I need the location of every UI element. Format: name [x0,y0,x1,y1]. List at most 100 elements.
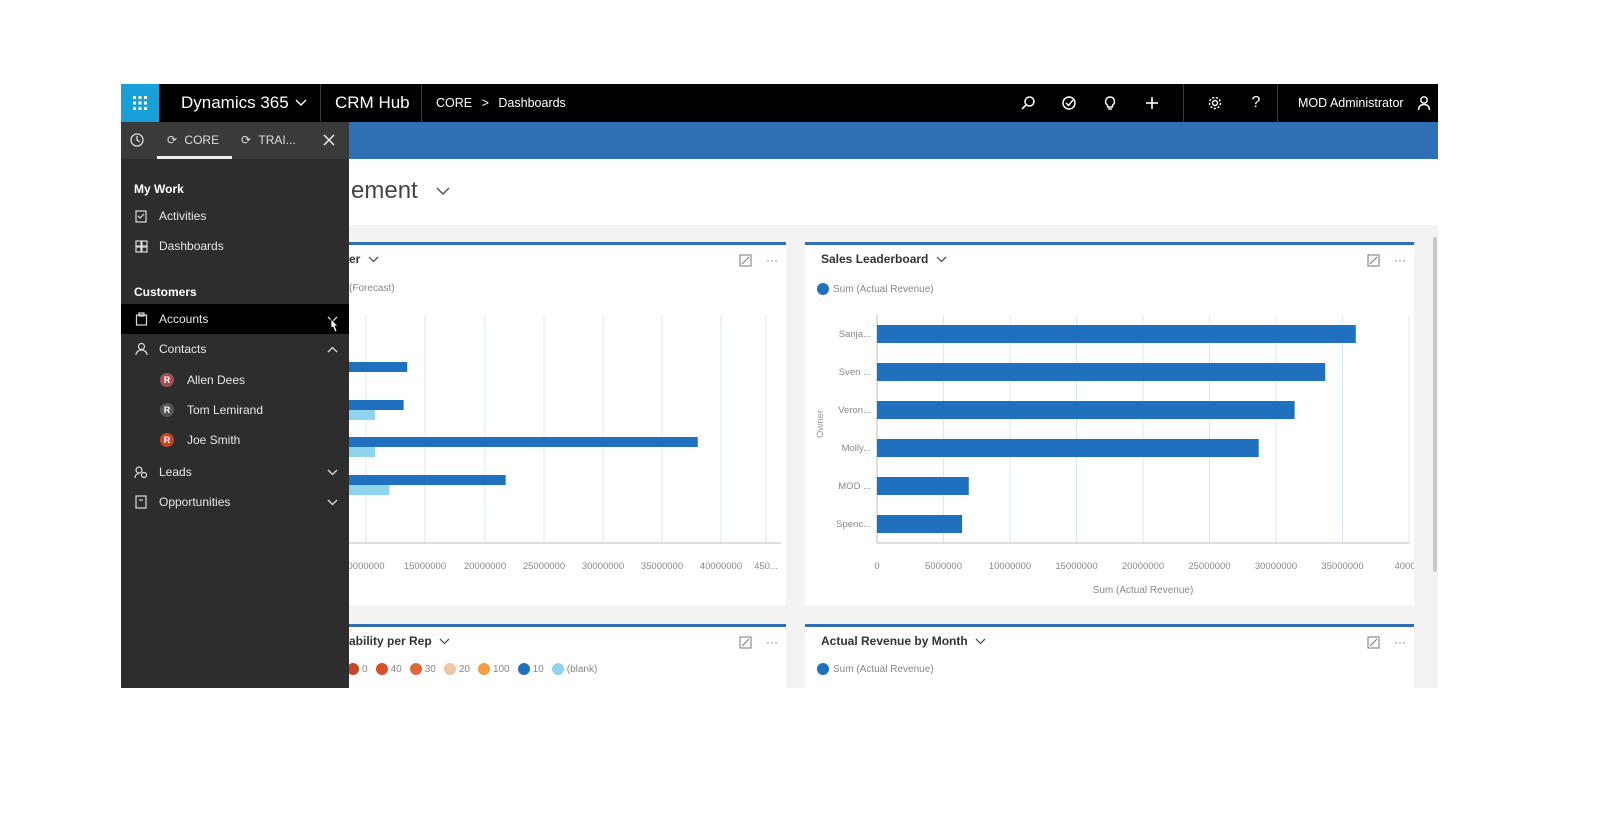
sidebar-item-dashboards[interactable]: Dashboards [121,231,349,261]
tab-label: TRAI... [258,133,296,147]
history-icon [130,133,144,147]
x-axis-label: Sum (Actual Revenue) [1093,585,1194,596]
pin-icon: ⟳ [241,133,252,147]
plus-icon[interactable] [1142,93,1162,113]
vertical-scrollbar[interactable] [1433,237,1437,572]
legend: Sum (Actual Revenue) [817,663,934,675]
bar [877,515,963,533]
app-name[interactable]: Dynamics 365 [181,93,289,112]
card-title[interactable]: Actual Revenue by Month [821,634,986,648]
sidebar-item-label: Dashboards [159,239,224,253]
expand-icon[interactable] [739,636,752,649]
bar [349,447,376,457]
bar [877,401,1295,419]
card-title[interactable]: Sales Leaderboard [821,252,947,266]
legend-label: Sum (Actual Revenue) [833,663,934,675]
legend-swatch [375,663,388,675]
user-name[interactable]: MOD Administrator [1298,96,1404,110]
chevron-down-icon [975,638,986,645]
legend-entry: 10 [517,663,544,675]
legend-entry: 100 [477,663,510,675]
bar [877,477,969,495]
divider [1277,84,1278,122]
sidebar-item-activities[interactable]: Activities [121,201,349,231]
legend-swatch [817,663,829,675]
user-icon[interactable] [1414,93,1434,113]
legend-swatch [477,663,490,675]
x-tick-label: 450... [754,561,778,572]
x-tick-label: 0000000 [349,561,384,572]
contact-item[interactable]: R Tom Lemirand [121,395,349,425]
sidebar-item-opportunities[interactable]: Opportunities [121,487,349,517]
bar [877,325,1356,343]
sidebar-item-accounts[interactable]: Accounts [121,304,349,334]
legend: Sum (Actual Revenue) [817,283,934,295]
legend-label: Sum (Actual Revenue) [833,283,934,295]
more-options-icon[interactable]: ··· [1394,635,1406,649]
more-options-icon[interactable]: ··· [1394,253,1406,267]
divider [421,84,422,122]
card-title[interactable]: ability per Rep [349,634,450,648]
activities-icon [133,208,149,224]
legend-entry: 0 [349,663,368,675]
chart-card-actual-revenue-by-month: Actual Revenue by Month ··· Sum (Actual … [805,624,1414,688]
hub-name[interactable]: CRM Hub [335,93,410,112]
x-tick-label: 4000... [1394,561,1414,572]
contact-item[interactable]: R Allen Dees [121,365,349,395]
chevron-up-icon[interactable] [324,341,340,357]
x-tick-label: 5000000 [925,561,962,572]
legend-swatch [517,663,530,675]
close-icon [323,134,335,146]
sidebar-item-label: Contacts [159,342,207,356]
expand-icon[interactable] [1367,636,1380,649]
app-launcher-button[interactable] [121,84,159,122]
sidebar-item-contacts[interactable]: Contacts [121,334,349,364]
card-title[interactable]: er [349,252,379,266]
search-icon[interactable] [1018,93,1038,113]
contact-record-icon: R [160,433,174,447]
tab-core[interactable]: ⟳ CORE [157,122,232,159]
sitemap-sidebar: ⟳ CORE ⟳ TRAI... My Work Activities Dash… [121,122,349,688]
divider [320,84,321,122]
breadcrumb-page[interactable]: Dashboards [498,96,566,110]
bar [877,439,1259,457]
x-tick-label: 0 [874,561,879,572]
sidebar-item-label: Accounts [159,312,209,326]
y-tick-label: Veron... [838,405,871,416]
more-options-icon[interactable]: ··· [766,253,778,267]
chevron-down-icon [936,256,947,263]
chevron-down-icon [368,256,379,263]
recent-tab[interactable] [129,122,147,159]
chevron-down-icon[interactable] [291,93,311,113]
pin-icon: ⟳ [167,133,178,147]
legend: (Forecast) [349,283,395,294]
opportunities-icon [133,494,149,510]
breadcrumb-area[interactable]: CORE [436,96,473,110]
chevron-down-icon[interactable] [324,464,340,480]
help-icon[interactable]: ? [1251,94,1261,111]
gear-icon[interactable] [1205,93,1225,113]
divider [1183,84,1184,122]
sidebar-item-leads[interactable]: Leads [121,457,349,487]
legend-entry: 30 [409,663,436,675]
contact-item[interactable]: R Joe Smith [121,425,349,455]
expand-icon[interactable] [739,254,752,267]
expand-icon[interactable] [1367,254,1380,267]
task-flow-icon[interactable] [1059,93,1079,113]
y-tick-label: Sanja... [839,329,871,340]
forecast-bar-chart: 0000000 15000000 20000000 25000000 30000000 3… [349,315,781,572]
x-tick-label: 25000000 [523,561,565,572]
x-tick-label: 30000000 [582,561,624,572]
lightbulb-icon[interactable] [1100,93,1120,113]
x-tick-label: 40000000 [700,561,742,572]
tab-training[interactable]: ⟳ TRAI... [239,122,303,159]
dashboard-title[interactable]: ement [351,177,450,205]
chevron-down-icon[interactable] [324,494,340,510]
x-tick-label: 15000000 [404,561,446,572]
section-customers: Customers [134,285,197,299]
chevron-down-icon [436,187,450,196]
card-tools: ··· [1367,635,1406,649]
legend-swatch [817,283,829,295]
close-sidebar-button[interactable] [322,122,340,159]
more-options-icon[interactable]: ··· [766,635,778,649]
